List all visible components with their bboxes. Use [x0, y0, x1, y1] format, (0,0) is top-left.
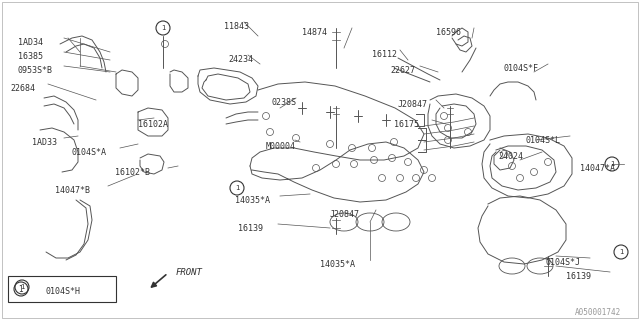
- Text: 1: 1: [610, 161, 614, 167]
- Text: 0104S*L: 0104S*L: [526, 136, 561, 145]
- Bar: [8, 276, 116, 302]
- Text: 1: 1: [161, 25, 165, 31]
- Text: 1: 1: [19, 284, 24, 293]
- Text: M00004: M00004: [266, 142, 296, 151]
- Text: 1: 1: [20, 284, 24, 290]
- Text: 1AD33: 1AD33: [32, 138, 57, 147]
- Text: 11843: 11843: [224, 22, 249, 31]
- Text: 0104S*J: 0104S*J: [546, 258, 581, 267]
- Text: 14047*A: 14047*A: [580, 164, 615, 173]
- Text: 0104S*A: 0104S*A: [72, 148, 107, 157]
- Text: 16139: 16139: [238, 224, 263, 233]
- Text: J20847: J20847: [398, 100, 428, 109]
- Text: 24024: 24024: [498, 152, 523, 161]
- Text: J20847: J20847: [330, 210, 360, 219]
- Text: 0953S*B: 0953S*B: [18, 66, 53, 75]
- Text: 24234: 24234: [228, 55, 253, 64]
- Text: 14874: 14874: [302, 28, 327, 37]
- Text: 16175: 16175: [394, 120, 419, 129]
- Text: A050001742: A050001742: [575, 308, 621, 317]
- Text: 14035*A: 14035*A: [235, 196, 270, 205]
- Text: 1AD34: 1AD34: [18, 38, 43, 47]
- Text: 0104S*F: 0104S*F: [504, 64, 539, 73]
- Text: 16139: 16139: [566, 272, 591, 281]
- Text: 1: 1: [619, 249, 623, 255]
- Text: 14047*B: 14047*B: [55, 186, 90, 195]
- Text: 22684: 22684: [10, 84, 35, 93]
- Text: FRONT: FRONT: [176, 268, 203, 277]
- Text: 16596: 16596: [436, 28, 461, 37]
- Text: 0104S*H: 0104S*H: [46, 287, 81, 296]
- Text: 1: 1: [235, 185, 239, 191]
- Text: 14035*A: 14035*A: [320, 260, 355, 269]
- Text: 22627: 22627: [390, 66, 415, 75]
- Text: 16102*B: 16102*B: [115, 168, 150, 177]
- Text: 16102A: 16102A: [138, 120, 168, 129]
- Text: 16385: 16385: [18, 52, 43, 61]
- Text: 16112: 16112: [372, 50, 397, 59]
- Text: 0238S: 0238S: [272, 98, 297, 107]
